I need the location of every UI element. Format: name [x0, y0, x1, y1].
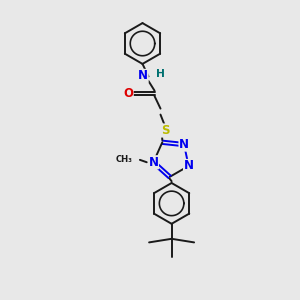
- Text: N: N: [148, 156, 158, 169]
- Text: N: N: [184, 160, 194, 172]
- Text: CH₃: CH₃: [116, 155, 132, 164]
- Text: S: S: [161, 124, 169, 137]
- Text: N: N: [179, 138, 189, 151]
- Text: N: N: [138, 69, 148, 82]
- Text: H: H: [156, 69, 165, 79]
- Text: O: O: [123, 87, 133, 100]
